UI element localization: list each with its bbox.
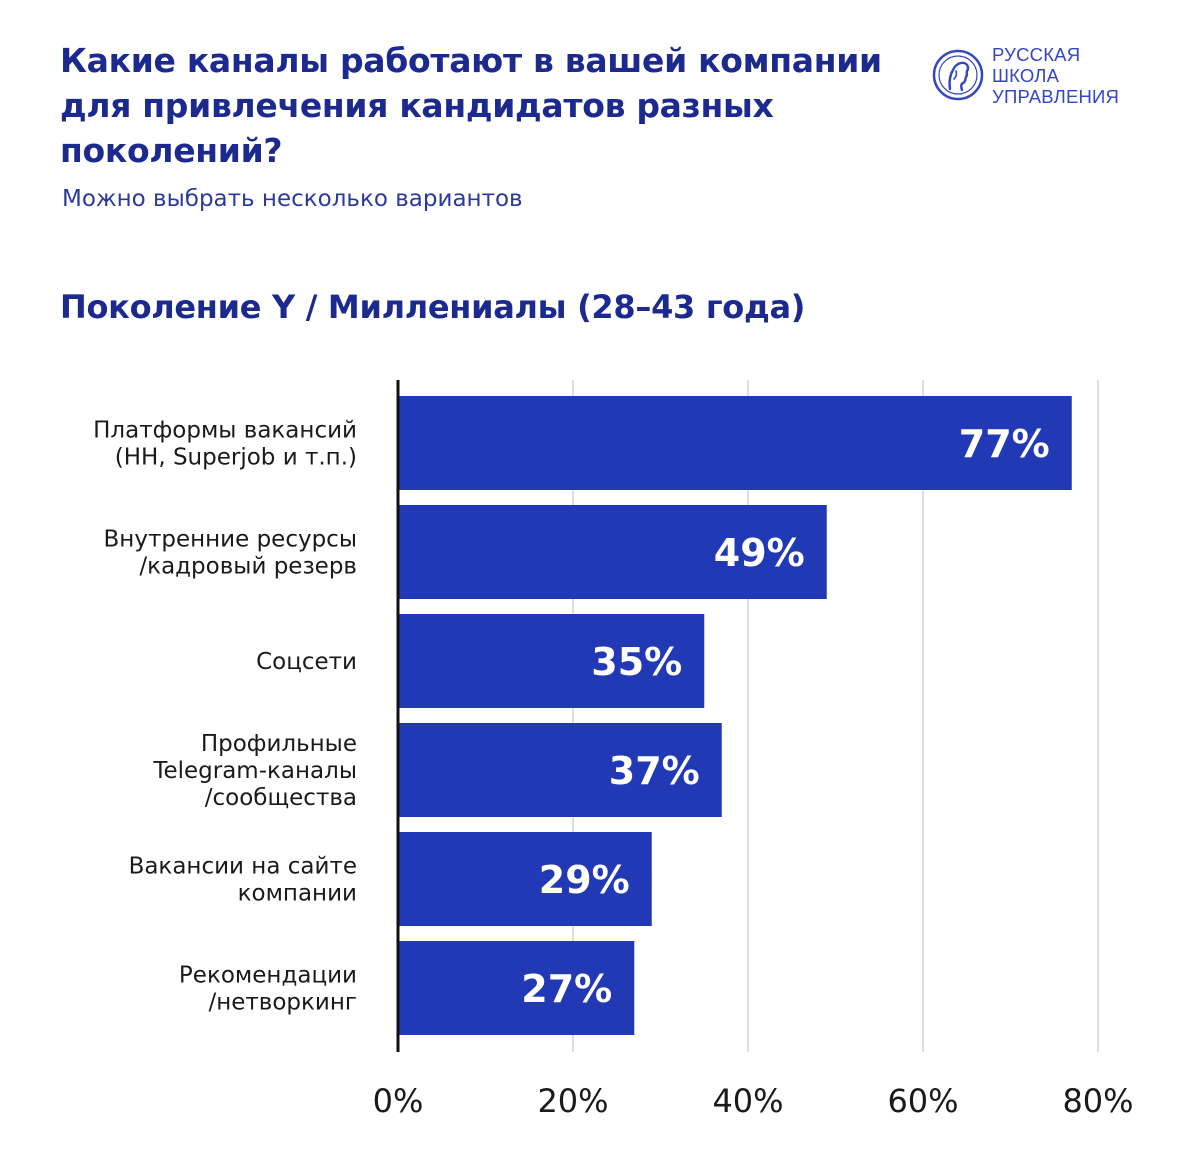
x-tick-label: 80% (1062, 1082, 1133, 1120)
bar (398, 505, 827, 599)
brand-logo-line: УПРАВЛЕНИЯ (992, 86, 1120, 107)
bar (398, 614, 705, 708)
category-label: Рекомендации (179, 963, 357, 989)
brand-logo-line: РУССКАЯ (992, 44, 1081, 65)
category-label: /сообщества (205, 785, 357, 811)
x-tick-label: 60% (887, 1082, 958, 1120)
page-title: Какие каналы работают в вашей компании д… (60, 41, 882, 170)
brand-logo-text: РУССКАЯ ШКОЛА УПРАВЛЕНИЯ (992, 44, 1119, 107)
bar (398, 941, 635, 1035)
category-label: Платформы вакансий (93, 418, 357, 444)
profile-portrait-icon (932, 49, 984, 101)
brand-logo-line: ШКОЛА (992, 65, 1060, 86)
data-label: 35% (591, 640, 682, 684)
category-label: Профильные (201, 731, 357, 757)
category-label: /нетворкинг (208, 990, 357, 1016)
category-label: компании (238, 881, 357, 907)
data-label: 29% (539, 858, 630, 902)
category-label: Соцсети (256, 649, 357, 675)
bar (398, 723, 722, 817)
data-label: 37% (609, 749, 700, 793)
bar (398, 832, 652, 926)
category-label: /кадровый резерв (139, 554, 357, 580)
category-label: Telegram-каналы (152, 758, 357, 784)
category-label: (HH, Superjob и т.п.) (115, 445, 357, 471)
x-tick-label: 0% (373, 1082, 424, 1120)
x-tick-label: 40% (712, 1082, 783, 1120)
data-label: 49% (714, 531, 805, 575)
bar (398, 396, 1072, 490)
x-tick-label: 20% (537, 1082, 608, 1120)
page-subtitle: Можно выбрать несколько вариантов (62, 186, 523, 212)
data-label: 77% (959, 422, 1050, 466)
bar-chart: 77% Платформы вакансий(HH, Superjob и т.п… (93, 380, 1134, 1120)
category-label: Вакансии на сайте (129, 854, 357, 880)
category-label: Внутренние ресурсы (104, 527, 357, 553)
data-label: 27% (521, 967, 612, 1011)
chart-title: Поколение Y / Миллениалы (28–43 года) (60, 288, 806, 326)
brand-logo: РУССКАЯ ШКОЛА УПРАВЛЕНИЯ (932, 44, 1162, 108)
